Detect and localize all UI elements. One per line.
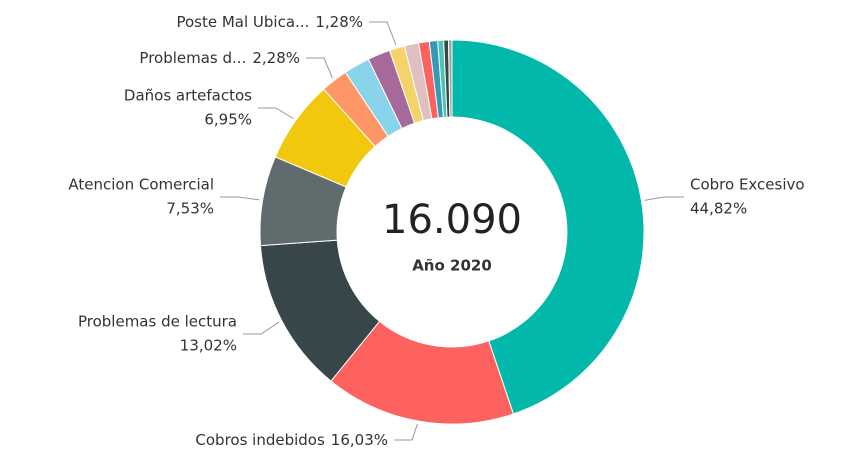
center-value: 16.090 — [382, 197, 522, 243]
slice-value-label: 44,82% — [690, 200, 747, 218]
leader-line — [644, 196, 684, 201]
slice-label: Cobro Excesivo — [690, 176, 805, 194]
slice-label-group: Problemas d... 2,28% — [139, 49, 300, 67]
slice-label: Problemas d... — [139, 49, 246, 67]
center-label: Año 2020 — [412, 257, 492, 275]
slice-value-label: 6,95% — [204, 111, 252, 129]
slice-value-label: 2,28% — [252, 49, 300, 67]
slice-label: Cobros indebidos — [195, 431, 325, 449]
slice-label: Daños artefactos — [124, 87, 252, 105]
slice-label-group: Cobros indebidos 16,03% — [195, 431, 388, 449]
donut-slice — [447, 39, 453, 118]
slice-label: Problemas de lectura — [78, 313, 237, 331]
slice-label-group: Poste Mal Ubica... 1,28% — [176, 13, 363, 31]
donut-slice — [451, 39, 645, 415]
leader-line — [243, 321, 280, 335]
slice-value-label: 1,28% — [315, 13, 363, 31]
slice-label: Poste Mal Ubica... — [176, 13, 309, 31]
leader-line — [258, 107, 294, 120]
leader-line — [394, 423, 418, 441]
slice-value-label: 7,53% — [166, 200, 214, 218]
slice-value-label: 13,02% — [180, 337, 237, 355]
leader-line — [220, 196, 260, 201]
leader-line — [306, 57, 333, 79]
slice-label: Atencion Comercial — [68, 176, 214, 194]
slice-value-label: 16,03% — [331, 431, 388, 449]
leader-line — [369, 21, 397, 46]
